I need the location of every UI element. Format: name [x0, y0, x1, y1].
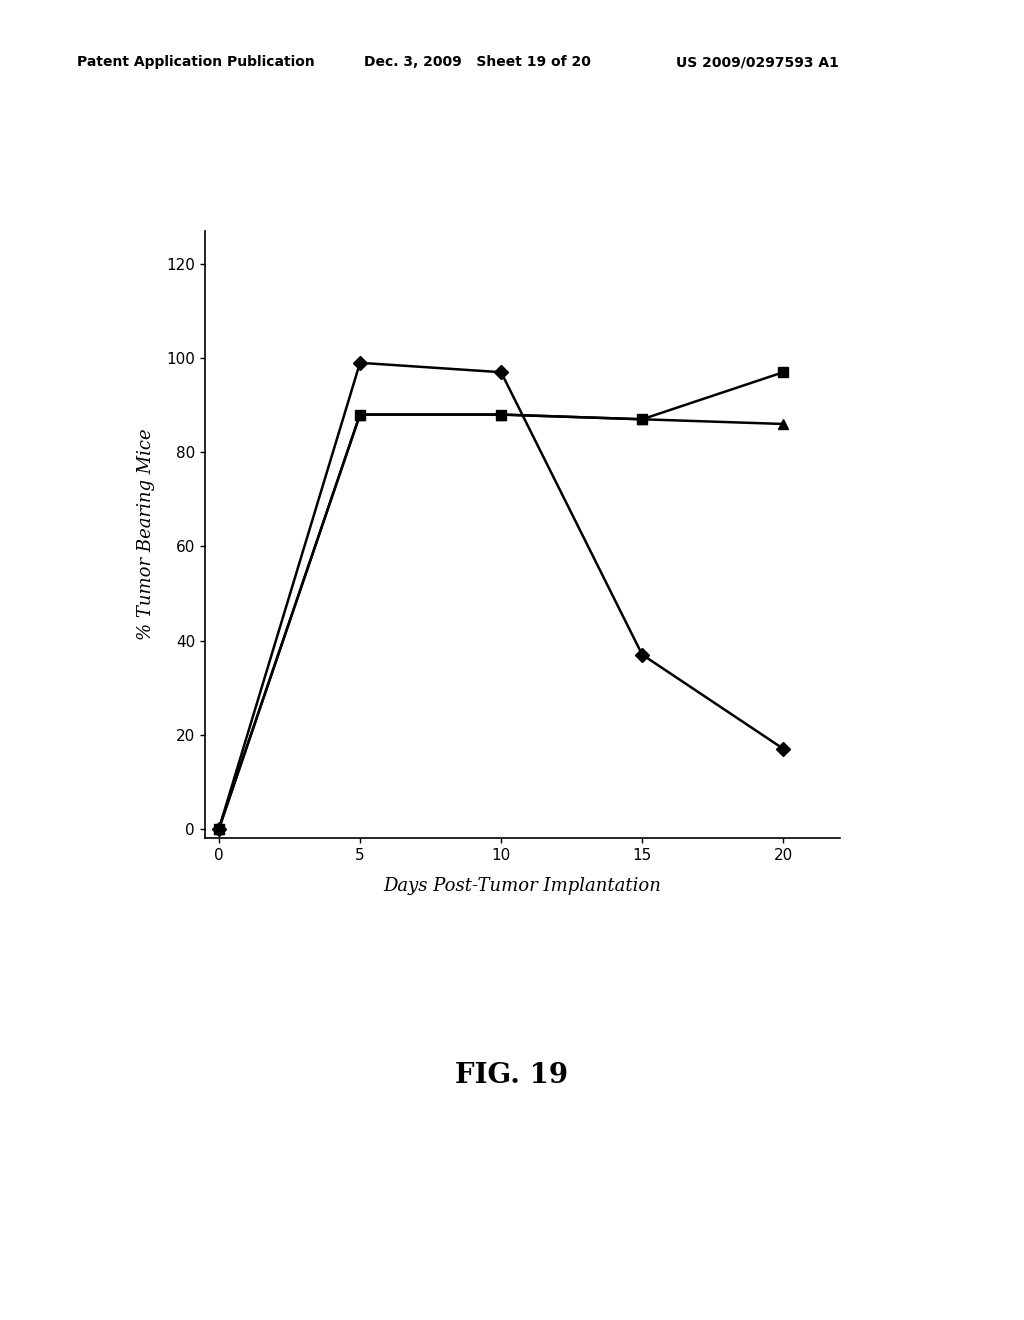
Text: FIG. 19: FIG. 19 [456, 1063, 568, 1089]
Text: Dec. 3, 2009   Sheet 19 of 20: Dec. 3, 2009 Sheet 19 of 20 [364, 55, 591, 70]
Text: US 2009/0297593 A1: US 2009/0297593 A1 [676, 55, 839, 70]
Text: Patent Application Publication: Patent Application Publication [77, 55, 314, 70]
Y-axis label: % Tumor Bearing Mice: % Tumor Bearing Mice [137, 429, 155, 640]
X-axis label: Days Post-Tumor Implantation: Days Post-Tumor Implantation [383, 876, 662, 895]
